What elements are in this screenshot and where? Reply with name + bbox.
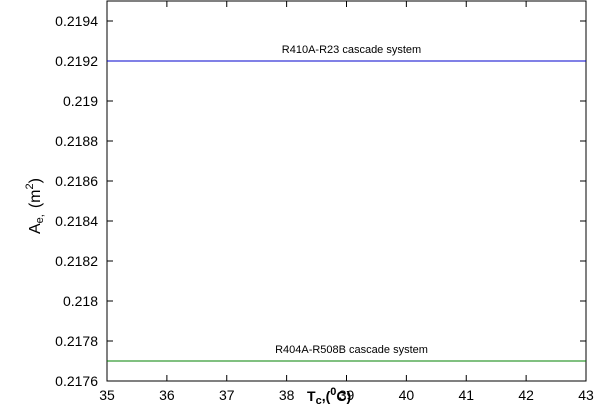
x-tick-label: 36 xyxy=(159,387,175,403)
plot-frame xyxy=(106,0,587,382)
x-axis-ticks: 35 36 37 38 39 40 41 42 43 xyxy=(99,1,594,403)
y-tick-label: 0.218 xyxy=(63,293,98,309)
x-tick-label: 37 xyxy=(219,387,235,403)
x-tick-label: 43 xyxy=(578,387,594,403)
y-tick-label: 0.2188 xyxy=(55,133,98,149)
y-tick-label: 0.2182 xyxy=(55,253,98,269)
series-annotations: R410A-R23 cascade system R404A-R508B casc… xyxy=(275,44,428,356)
x-tick-label: 41 xyxy=(458,387,474,403)
y-tick-label: 0.2186 xyxy=(55,173,98,189)
y-tick-label: 0.2176 xyxy=(55,373,98,389)
y-axis-title: Ae,(m2) xyxy=(24,178,46,234)
y-tick-label: 0.2184 xyxy=(55,213,98,229)
series-lines xyxy=(107,60,586,362)
series-annotation-1: R410A-R23 cascade system xyxy=(282,44,421,56)
series-annotation-2: R404A-R508B cascade system xyxy=(275,344,428,356)
x-tick-label: 42 xyxy=(518,387,534,403)
x-tick-label: 39 xyxy=(339,387,355,403)
x-tick-label: 40 xyxy=(399,387,415,403)
x-tick-label: 35 xyxy=(99,387,115,403)
x-axis-title: Tc,(0C) xyxy=(307,386,351,405)
x-tick-label: 38 xyxy=(279,387,295,403)
y-tick-label: 0.2178 xyxy=(55,333,98,349)
y-tick-label: 0.219 xyxy=(63,93,98,109)
y-tick-label: 0.2192 xyxy=(55,53,98,69)
y-axis-ticks: 0.2176 0.2178 0.218 0.2182 0.2184 0.2186 0.218… xyxy=(55,13,586,389)
y-tick-label: 0.2194 xyxy=(55,13,98,29)
